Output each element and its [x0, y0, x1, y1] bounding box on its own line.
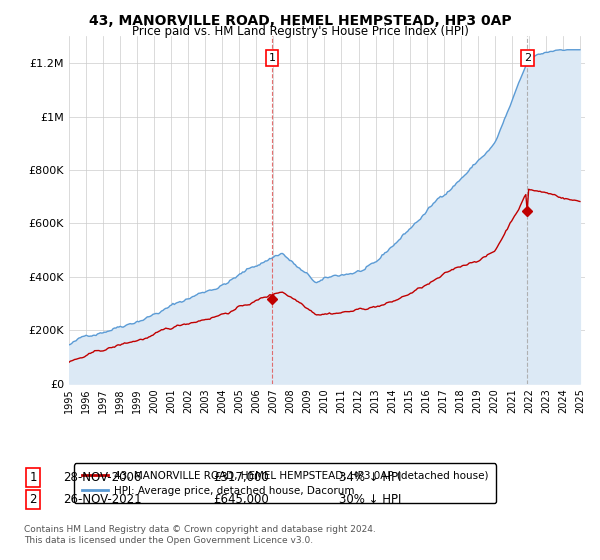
Text: 1: 1: [268, 53, 275, 63]
Text: Contains HM Land Registry data © Crown copyright and database right 2024.
This d: Contains HM Land Registry data © Crown c…: [24, 525, 376, 545]
Text: 28-NOV-2006: 28-NOV-2006: [63, 470, 142, 484]
Text: 2: 2: [29, 493, 37, 506]
Text: 1: 1: [29, 470, 37, 484]
Text: £645,000: £645,000: [213, 493, 269, 506]
Text: 26-NOV-2021: 26-NOV-2021: [63, 493, 142, 506]
Text: 2: 2: [524, 53, 531, 63]
Legend: 43, MANORVILLE ROAD, HEMEL HEMPSTEAD, HP3 0AP (detached house), HPI: Average pri: 43, MANORVILLE ROAD, HEMEL HEMPSTEAD, HP…: [74, 464, 496, 503]
Text: Price paid vs. HM Land Registry's House Price Index (HPI): Price paid vs. HM Land Registry's House …: [131, 25, 469, 38]
Text: 43, MANORVILLE ROAD, HEMEL HEMPSTEAD, HP3 0AP: 43, MANORVILLE ROAD, HEMEL HEMPSTEAD, HP…: [89, 14, 511, 28]
Text: 30% ↓ HPI: 30% ↓ HPI: [339, 493, 401, 506]
Text: £317,000: £317,000: [213, 470, 269, 484]
Text: 34% ↓ HPI: 34% ↓ HPI: [339, 470, 401, 484]
